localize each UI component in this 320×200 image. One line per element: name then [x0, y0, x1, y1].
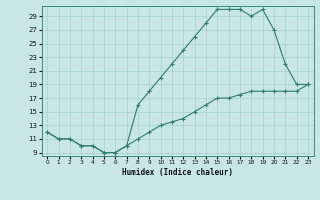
X-axis label: Humidex (Indice chaleur): Humidex (Indice chaleur): [122, 168, 233, 177]
